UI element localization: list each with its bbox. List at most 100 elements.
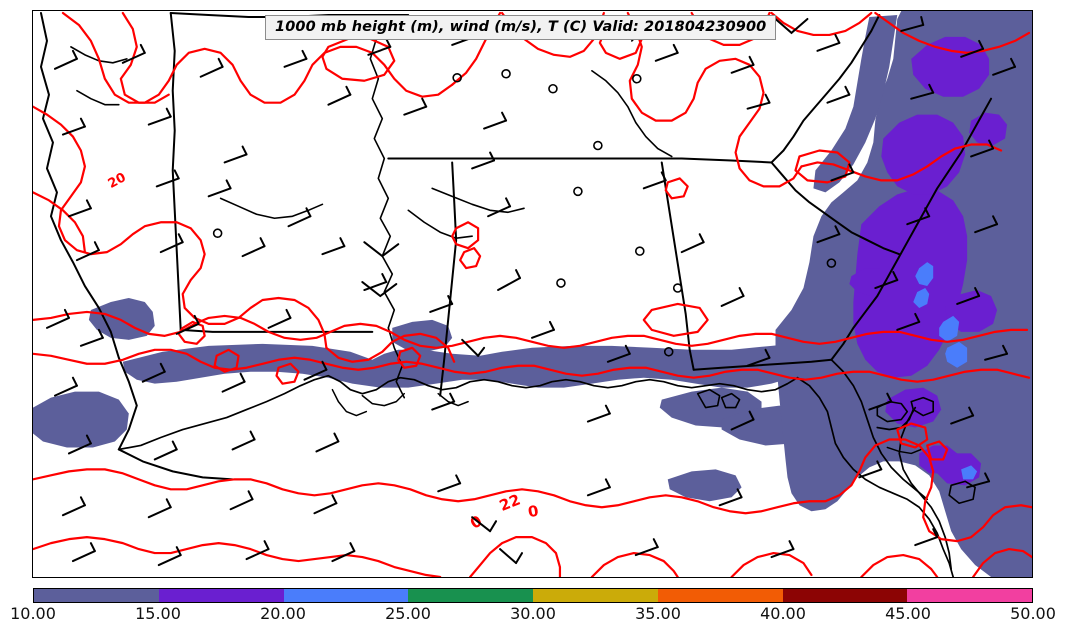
wind-barb xyxy=(950,406,975,425)
colorbar-gradient[interactable] xyxy=(33,588,1033,603)
coastline xyxy=(886,446,922,455)
height-contours-layer xyxy=(33,11,1032,577)
height-contour xyxy=(590,551,679,577)
state-border xyxy=(660,161,695,371)
wind-barb xyxy=(363,241,400,258)
colorbar-tick-15.00: 15.00 xyxy=(135,604,181,623)
height-contour xyxy=(61,11,454,104)
wind-barb xyxy=(121,43,146,64)
wind-barb xyxy=(718,488,743,507)
height-contour xyxy=(808,438,1032,543)
wind-barb xyxy=(223,145,248,164)
wind-barb xyxy=(321,237,346,256)
state-border xyxy=(179,328,374,333)
height-contour xyxy=(800,143,1003,182)
height-contour xyxy=(33,536,442,577)
colorbar-segment-45-50[interactable] xyxy=(907,589,1032,602)
colorbar-tick-20.00: 20.00 xyxy=(260,604,306,623)
wind-barb xyxy=(497,269,522,292)
wind-barb xyxy=(974,215,999,234)
wind-barb xyxy=(606,344,631,363)
wind-barb xyxy=(363,273,388,292)
shade-20-25 xyxy=(939,315,960,342)
wind-barb xyxy=(61,117,86,136)
state-border xyxy=(117,448,234,481)
wind-barb xyxy=(906,207,931,226)
wind-barb xyxy=(431,392,456,411)
wind-barb xyxy=(245,540,270,561)
colorbar-segment-10-15[interactable] xyxy=(34,589,159,602)
wind-barb xyxy=(159,233,184,254)
state-border xyxy=(431,187,525,214)
shade-10-15 xyxy=(667,469,742,502)
coastline xyxy=(331,388,368,417)
colorbar-tick-25.00: 25.00 xyxy=(385,604,431,623)
height-contour-closed xyxy=(213,348,240,373)
wind-barb xyxy=(970,139,995,158)
wind-barb xyxy=(634,538,659,557)
wind-barb xyxy=(367,37,392,56)
colorbar-segment-35-40[interactable] xyxy=(657,589,783,602)
wind-barb xyxy=(61,496,86,517)
height-contour-closed xyxy=(664,177,689,200)
height-contour xyxy=(33,310,1029,349)
colorbar-tick-labels: 10.00 15.00 20.00 25.00 30.00 35.00 40.00 45.00… xyxy=(10,604,1056,628)
height-contour xyxy=(33,468,811,515)
shade-15-20 xyxy=(881,114,966,195)
wind-barb xyxy=(830,163,855,182)
colorbar-segment-25-30[interactable] xyxy=(408,589,533,602)
height-contour-closed xyxy=(177,320,206,345)
colorbar-tick-30.00: 30.00 xyxy=(510,604,556,623)
colorbar-segment-40-45[interactable] xyxy=(782,589,908,602)
wind-barb xyxy=(654,43,679,62)
station-marker xyxy=(663,347,674,357)
height-contour-closed xyxy=(642,302,709,337)
wind-barb xyxy=(403,97,428,116)
wind-barb xyxy=(75,241,100,262)
shade-15-20 xyxy=(853,188,968,378)
wind-barb xyxy=(586,404,611,423)
wind-barb xyxy=(956,287,981,305)
height-contour xyxy=(860,553,939,577)
wind-barb xyxy=(147,107,172,126)
wind-barb xyxy=(141,362,166,383)
map-plot-area[interactable]: 22 0 0 20 xyxy=(32,10,1033,578)
height-contour xyxy=(325,332,456,363)
colorbar-tick-45.00: 45.00 xyxy=(885,604,931,623)
colorbar[interactable] xyxy=(33,588,1033,603)
wind-barb xyxy=(774,17,809,35)
contour-label: 20 xyxy=(106,170,129,192)
map-title: 1000 mb height (m), wind (m/s), T (C) Va… xyxy=(265,15,777,40)
wind-barb xyxy=(960,39,985,58)
colorbar-segment-30-35[interactable] xyxy=(533,589,658,602)
shade-10-15 xyxy=(813,14,898,193)
wind-barbs-layer xyxy=(45,15,1017,567)
wind-barb xyxy=(642,171,667,190)
wind-barb xyxy=(283,49,308,68)
wind-barb xyxy=(914,528,939,547)
wind-barb xyxy=(826,85,851,104)
wind-barb xyxy=(221,372,246,393)
shade-10-15 xyxy=(88,297,155,340)
colorbar-segment-15-20[interactable] xyxy=(158,589,284,602)
height-contour xyxy=(874,11,1031,54)
height-contour xyxy=(119,11,170,104)
wind-barb xyxy=(531,320,555,339)
station-marker xyxy=(632,73,642,84)
state-border xyxy=(591,69,673,158)
map-canvas: 22 0 0 20 xyxy=(33,11,1032,577)
shade-15-20 xyxy=(849,268,888,296)
wind-barb xyxy=(874,271,899,290)
wind-barb xyxy=(900,15,925,32)
height-contour-closed xyxy=(397,346,422,369)
state-border xyxy=(439,161,458,397)
colorbar-segment-20-25[interactable] xyxy=(283,589,409,602)
wind-barb xyxy=(67,434,92,455)
wind-barb xyxy=(71,542,96,563)
wind-barb xyxy=(79,328,104,347)
wind-barb xyxy=(331,542,356,563)
shade-20-25 xyxy=(961,465,978,480)
river-boundary xyxy=(369,14,396,329)
wind-barb xyxy=(53,49,78,70)
wind-barb xyxy=(267,308,292,329)
